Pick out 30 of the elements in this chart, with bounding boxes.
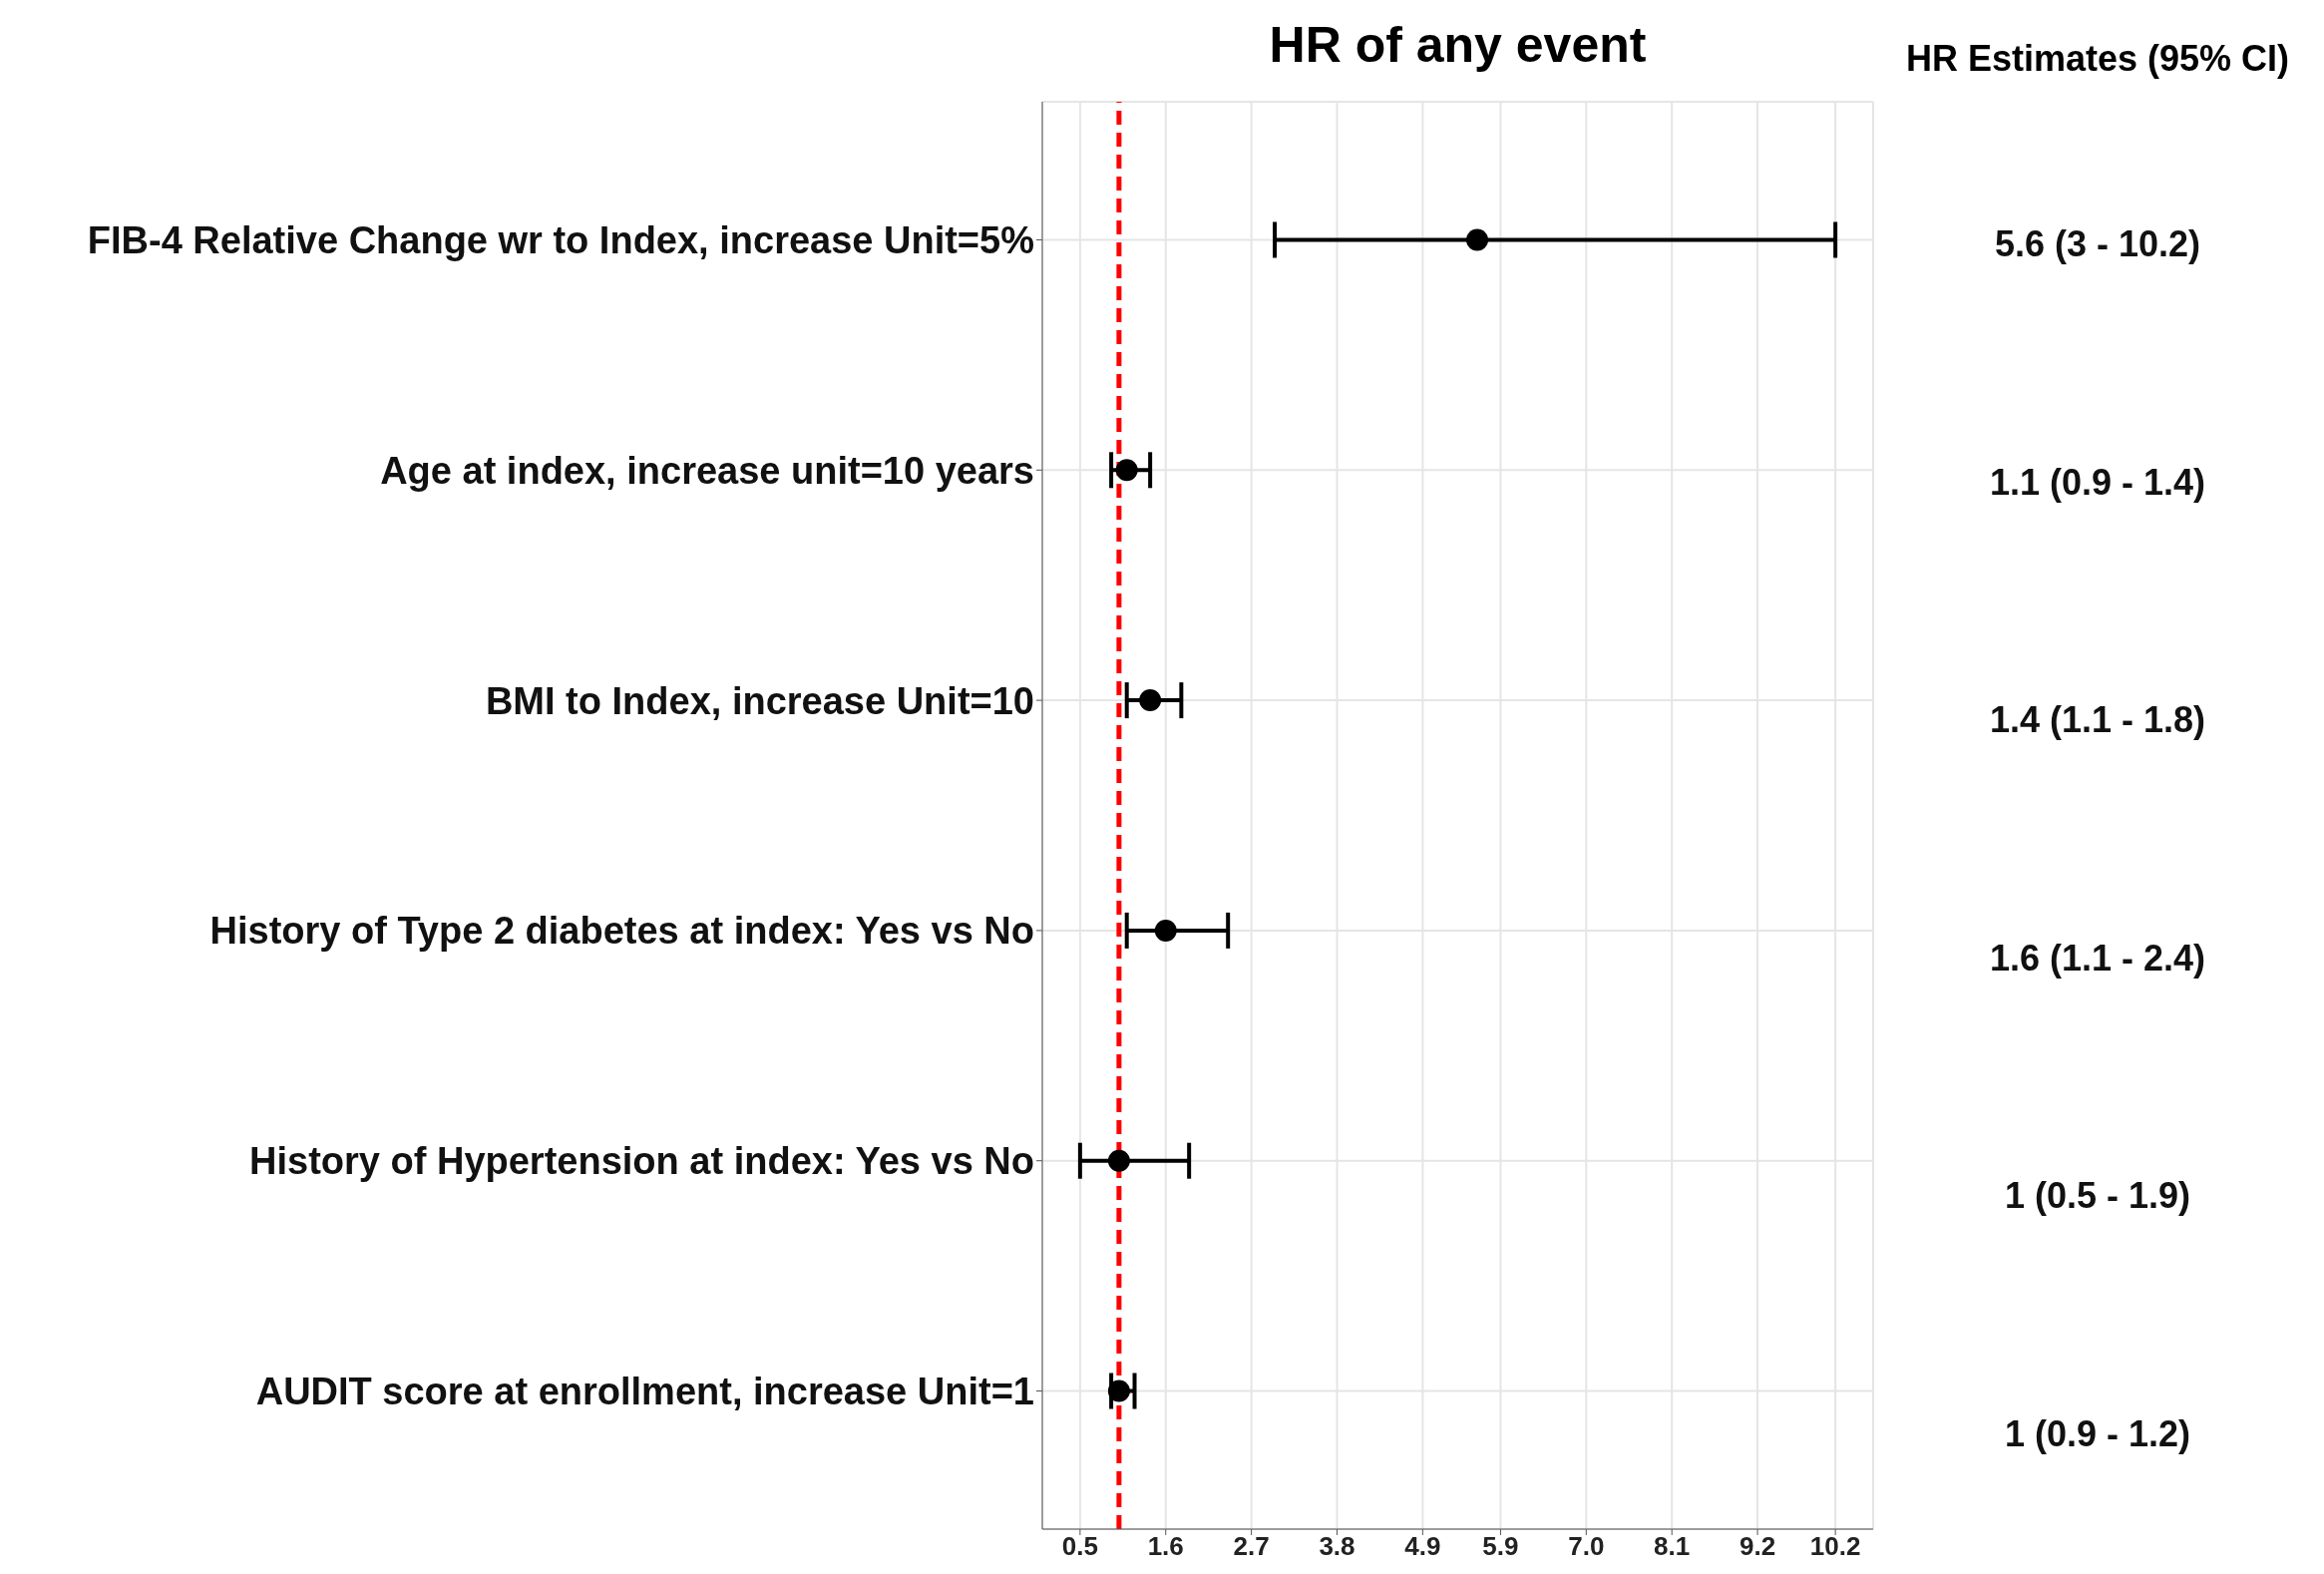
- data-label: 1 (0.9 - 1.2): [2003, 1411, 2192, 1456]
- data-label: 5.6 (3 - 10.2): [1993, 222, 2202, 267]
- data-label: 1.4 (1.1 - 1.8): [1988, 698, 2207, 743]
- y-tick-label: History of Hypertension at index: Yes vs No: [249, 1140, 1034, 1183]
- x-tick-label: 9.2: [1739, 1531, 1776, 1562]
- y-tick-label: FIB-4 Relative Change wr to Index, increase Unit=5%: [87, 218, 1034, 261]
- point: [1107, 1149, 1130, 1172]
- point: [1466, 228, 1489, 251]
- point: [1154, 919, 1177, 942]
- x-tick-label: 2.7: [1233, 1531, 1270, 1562]
- data-label: 1 (0.5 - 1.9): [2003, 1174, 2192, 1219]
- data-label: 1.6 (1.1 - 2.4): [1988, 936, 2207, 981]
- x-tick-label: 8.1: [1654, 1531, 1691, 1562]
- x-tick-label: 3.8: [1319, 1531, 1356, 1562]
- point: [1107, 1379, 1130, 1402]
- x-tick-label: 10.2: [1809, 1531, 1861, 1562]
- data-label: 1.1 (0.9 - 1.4): [1988, 460, 2207, 505]
- x-tick-label: 7.0: [1568, 1531, 1605, 1562]
- point: [1139, 689, 1162, 712]
- x-tick-label: 5.9: [1482, 1531, 1519, 1562]
- y-tick-label: History of Type 2 diabetes at index: Yes vs No: [209, 910, 1034, 953]
- y-tick-label: Age at index, increase unit=10 years: [380, 449, 1034, 492]
- x-tick-label: 0.5: [1061, 1531, 1098, 1562]
- x-tick-label: 1.6: [1147, 1531, 1184, 1562]
- x-tick-label: 4.9: [1404, 1531, 1441, 1562]
- y-tick-label: AUDIT score at enrollment, increase Unit=1: [255, 1371, 1034, 1413]
- chart-title: HR of any event: [1268, 16, 1648, 74]
- point: [1115, 459, 1138, 482]
- text: HR Estimates (95% CI): [1904, 38, 2291, 80]
- y-tick-label: BMI to Index, increase Unit=10: [485, 679, 1034, 722]
